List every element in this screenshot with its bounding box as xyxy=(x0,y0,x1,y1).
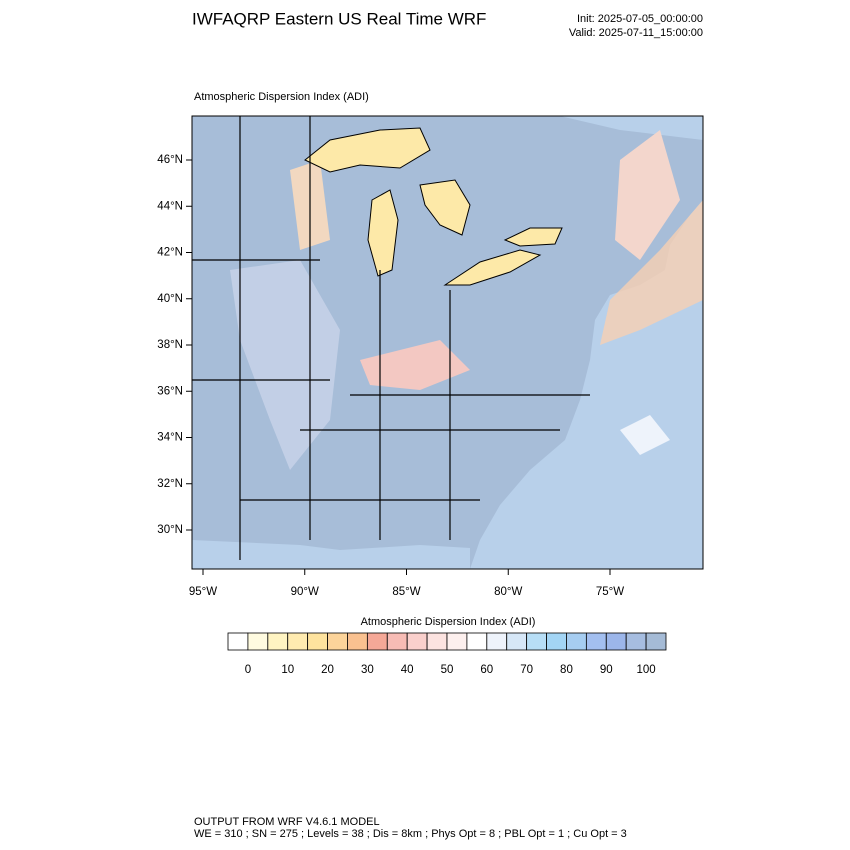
colorbar-box xyxy=(247,632,269,651)
init-time: Init: 2025-07-05_00:00:00 xyxy=(577,13,703,25)
lat-label: 34°N xyxy=(157,432,183,444)
colorbar-box xyxy=(287,632,309,651)
colorbar-box xyxy=(267,632,289,651)
colorbar-box xyxy=(605,632,627,651)
lat-label: 44°N xyxy=(157,200,183,212)
lat-label: 40°N xyxy=(157,293,183,305)
lon-label: 85°W xyxy=(392,586,420,598)
valid-time: Valid: 2025-07-11_15:00:00 xyxy=(569,27,703,39)
colorbar-title: Atmospheric Dispersion Index (ADI) xyxy=(361,616,536,628)
colorbar-box xyxy=(446,632,468,651)
lat-label: 32°N xyxy=(157,478,183,490)
colorbar-label: 100 xyxy=(636,664,655,676)
colorbar-label: 10 xyxy=(281,664,294,676)
colorbar-box xyxy=(466,632,488,651)
lat-label: 46°N xyxy=(157,154,183,166)
colorbar-label: 80 xyxy=(560,664,573,676)
colorbar-box xyxy=(625,632,647,651)
footer-line: WE = 310 ; SN = 275 ; Levels = 38 ; Dis … xyxy=(194,828,627,840)
colorbar-box xyxy=(327,632,348,651)
colorbar-box xyxy=(566,632,587,651)
lat-label: 36°N xyxy=(157,385,183,397)
colorbar-box xyxy=(347,632,368,651)
colorbar-box xyxy=(406,632,428,651)
lat-label: 30°N xyxy=(157,524,183,536)
colorbar-label: 60 xyxy=(480,664,493,676)
colorbar-label: 40 xyxy=(401,664,414,676)
colorbar-box xyxy=(486,632,508,651)
lat-label: 38°N xyxy=(157,339,183,351)
colorbar-box xyxy=(426,632,448,651)
lon-label: 80°W xyxy=(494,586,522,598)
colorbar-box xyxy=(645,632,667,651)
colorbar-box xyxy=(526,632,547,651)
colorbar-label: 50 xyxy=(441,664,454,676)
colorbar-box xyxy=(227,632,249,651)
footer-line: OUTPUT FROM WRF V4.6.1 MODEL xyxy=(194,816,380,828)
colorbar-label: 70 xyxy=(520,664,533,676)
lat-label: 42°N xyxy=(157,247,183,259)
lon-label: 95°W xyxy=(189,586,217,598)
map-field xyxy=(192,116,703,569)
colorbar-box xyxy=(386,632,408,651)
lon-label: 75°W xyxy=(596,586,624,598)
colorbar-box xyxy=(366,632,388,651)
colorbar-label: 20 xyxy=(321,664,334,676)
page-title: IWFAQRP Eastern US Real Time WRF xyxy=(192,9,486,28)
colorbar-label: 90 xyxy=(600,664,613,676)
colorbar-box xyxy=(585,632,607,651)
map-title: Atmospheric Dispersion Index (ADI) xyxy=(194,91,369,103)
colorbar-box xyxy=(506,632,528,651)
lon-label: 90°W xyxy=(291,586,319,598)
colorbar-box xyxy=(307,632,328,651)
colorbar-box xyxy=(546,632,567,651)
map-frame xyxy=(191,115,704,570)
colorbar-label: 30 xyxy=(361,664,374,676)
colorbar-label: 0 xyxy=(245,664,251,676)
